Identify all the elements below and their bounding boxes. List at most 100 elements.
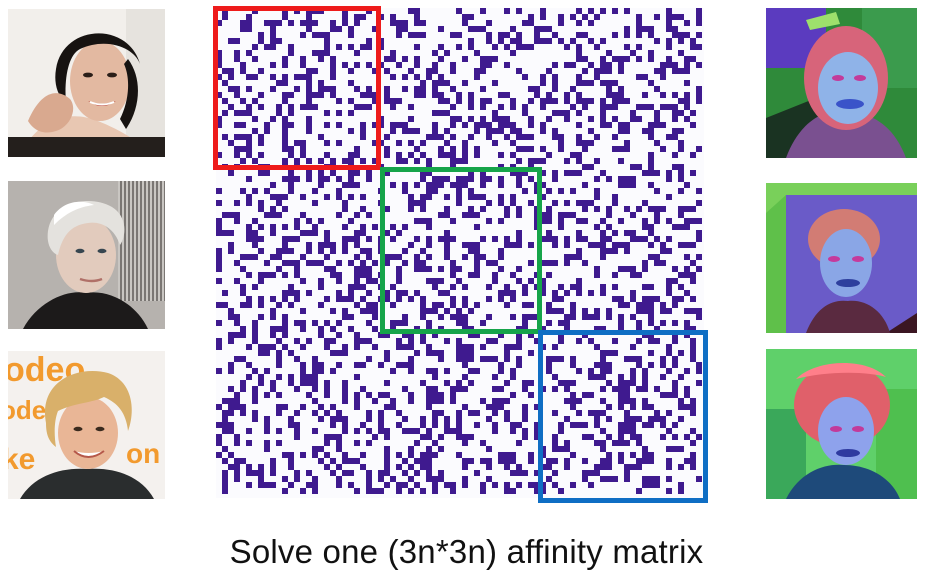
matrix-cell xyxy=(612,338,618,344)
matrix-cell xyxy=(420,296,426,302)
matrix-cell xyxy=(492,278,498,284)
matrix-cell xyxy=(348,482,354,488)
matrix-cell xyxy=(582,14,588,20)
matrix-cell xyxy=(402,458,408,464)
matrix-cell xyxy=(606,308,612,314)
matrix-cell xyxy=(426,254,432,260)
matrix-cell xyxy=(618,428,636,434)
matrix-cell xyxy=(660,356,666,362)
matrix-cell xyxy=(474,470,480,476)
matrix-cell xyxy=(696,362,702,368)
matrix-cell xyxy=(336,110,342,116)
matrix-cell xyxy=(552,410,558,416)
matrix-cell xyxy=(468,308,474,314)
matrix-cell xyxy=(498,152,504,158)
matrix-cell xyxy=(516,482,522,488)
matrix-cell xyxy=(522,428,528,434)
matrix-cell xyxy=(642,374,648,380)
matrix-cell xyxy=(534,38,552,44)
matrix-cell xyxy=(360,248,372,254)
matrix-cell xyxy=(264,128,270,134)
matrix-cell xyxy=(612,134,618,140)
matrix-cell xyxy=(570,38,576,44)
matrix-cell xyxy=(510,200,516,206)
matrix-cell xyxy=(624,356,642,362)
matrix-cell xyxy=(342,380,348,386)
matrix-cell xyxy=(312,356,318,362)
matrix-cell xyxy=(564,386,570,392)
matrix-cell xyxy=(306,92,324,98)
matrix-cell xyxy=(534,218,552,224)
matrix-cell xyxy=(618,458,624,464)
matrix-cell xyxy=(678,398,684,404)
matrix-cell xyxy=(264,368,270,374)
matrix-cell xyxy=(540,128,546,134)
matrix-cell xyxy=(600,428,606,434)
matrix-cell xyxy=(528,116,534,122)
matrix-cell xyxy=(474,224,480,230)
matrix-cell xyxy=(366,476,372,482)
matrix-cell xyxy=(510,470,528,476)
matrix-cell xyxy=(510,422,522,428)
matrix-cell xyxy=(696,200,702,206)
matrix-cell xyxy=(414,236,420,242)
matrix-cell xyxy=(336,440,342,446)
matrix-cell xyxy=(600,56,606,62)
matrix-cell xyxy=(282,146,294,152)
matrix-cell xyxy=(588,290,594,296)
matrix-cell xyxy=(624,464,642,470)
matrix-cell xyxy=(396,32,402,38)
matrix-cell xyxy=(360,260,366,266)
matrix-cell xyxy=(690,296,696,302)
matrix-cell xyxy=(450,488,456,494)
matrix-cell xyxy=(432,176,450,182)
matrix-cell xyxy=(462,476,468,482)
matrix-cell xyxy=(678,482,684,488)
matrix-cell xyxy=(240,266,246,272)
matrix-cell xyxy=(354,230,366,236)
matrix-cell xyxy=(594,68,612,74)
matrix-cell xyxy=(252,56,258,62)
matrix-cell xyxy=(408,116,414,122)
matrix-cell xyxy=(294,224,300,230)
matrix-cell xyxy=(450,86,456,92)
matrix-cell xyxy=(216,266,222,272)
matrix-cell xyxy=(468,38,474,44)
matrix-cell xyxy=(696,434,702,440)
matrix-cell xyxy=(282,320,288,326)
matrix-cell xyxy=(642,422,654,428)
matrix-cell xyxy=(270,38,282,44)
matrix-cell xyxy=(600,110,606,116)
matrix-cell xyxy=(510,314,516,320)
matrix-cell xyxy=(672,224,690,230)
matrix-cell xyxy=(408,446,414,452)
matrix-cell xyxy=(468,92,474,98)
matrix-cell xyxy=(564,158,570,164)
matrix-cell xyxy=(258,170,270,176)
matrix-cell xyxy=(456,380,462,386)
matrix-cell xyxy=(390,302,396,308)
matrix-cell xyxy=(246,344,252,350)
matrix-cell xyxy=(498,368,504,374)
matrix-cell xyxy=(606,380,612,386)
matrix-cell xyxy=(588,482,594,488)
matrix-cell xyxy=(480,8,486,14)
matrix-cell xyxy=(630,116,642,122)
matrix-cell xyxy=(276,404,288,410)
matrix-cell xyxy=(516,32,522,38)
matrix-cell xyxy=(348,218,354,224)
matrix-cell xyxy=(588,242,606,248)
matrix-cell xyxy=(636,338,642,344)
matrix-cell xyxy=(696,146,702,152)
matrix-cell xyxy=(486,218,492,224)
matrix-cell xyxy=(444,128,450,134)
matrix-cell xyxy=(522,410,528,416)
matrix-cell xyxy=(420,206,426,212)
matrix-cell xyxy=(222,482,228,488)
matrix-cell xyxy=(426,404,432,410)
matrix-cell xyxy=(306,128,312,134)
matrix-cell xyxy=(426,392,444,398)
matrix-cell xyxy=(462,482,468,488)
matrix-cell xyxy=(258,248,264,254)
matrix-cell xyxy=(690,170,696,176)
